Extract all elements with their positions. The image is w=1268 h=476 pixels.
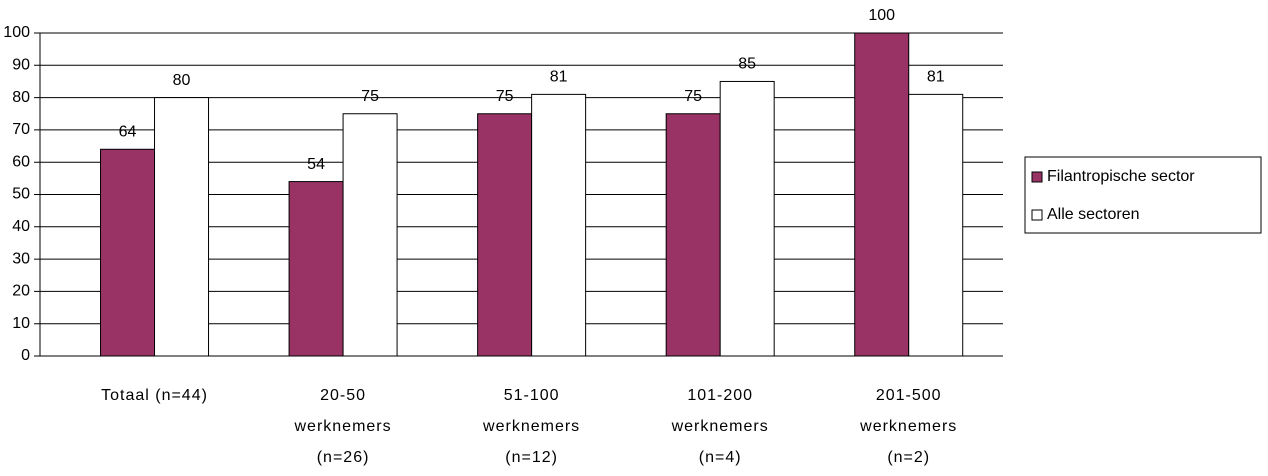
x-tick-label: (n=2) (887, 449, 930, 466)
bar (531, 93, 587, 357)
data-label: 100 (868, 7, 895, 24)
y-tick-label: 10 (12, 315, 30, 332)
x-tick-label: werknemers (859, 418, 957, 435)
y-tick-label: 50 (12, 186, 30, 203)
legend-label: Alle sectoren (1047, 206, 1140, 223)
data-label: 80 (173, 72, 191, 89)
y-tick-label: 90 (12, 57, 30, 74)
data-label: 81 (550, 69, 568, 86)
data-label: 85 (738, 56, 756, 73)
bar (154, 97, 210, 357)
data-label: 54 (307, 156, 325, 173)
x-tick-label: 201-500 (876, 387, 942, 404)
y-tick-label: 20 (12, 283, 30, 300)
x-tick-label: (n=4) (699, 449, 742, 466)
x-tick-label: 20-50 (320, 387, 366, 404)
y-tick-label: 0 (21, 347, 30, 364)
bar (100, 148, 156, 357)
legend-box (1024, 156, 1262, 234)
x-tick-label: werknemers (294, 418, 392, 435)
x-tick-label: (n=12) (505, 449, 558, 466)
bar (288, 181, 344, 357)
bar (908, 93, 964, 357)
legend-label: Filantropische sector (1047, 168, 1195, 185)
y-tick-label: 60 (12, 153, 30, 170)
x-tick-label: werknemers (482, 418, 580, 435)
x-tick-label: (n=26) (317, 449, 370, 466)
data-label: 81 (927, 69, 945, 86)
x-tick-label: 51-100 (504, 387, 560, 404)
legend-swatch (1031, 171, 1043, 183)
data-label: 75 (684, 88, 702, 105)
data-label: 64 (119, 123, 137, 140)
x-tick-label: 101-200 (687, 387, 753, 404)
bar (854, 32, 910, 357)
bar (719, 80, 775, 357)
y-tick-label: 30 (12, 250, 30, 267)
legend-swatch (1031, 209, 1043, 221)
data-label: 75 (361, 88, 379, 105)
y-tick-label: 80 (12, 89, 30, 106)
bar (342, 113, 398, 357)
x-tick-label: Totaal (n=44) (101, 387, 208, 404)
data-label: 75 (496, 88, 514, 105)
bar (477, 113, 533, 357)
y-tick-label: 40 (12, 218, 30, 235)
bar (665, 113, 721, 357)
y-tick-label: 70 (12, 121, 30, 138)
y-tick-label: 100 (3, 24, 30, 41)
x-tick-label: werknemers (671, 418, 769, 435)
